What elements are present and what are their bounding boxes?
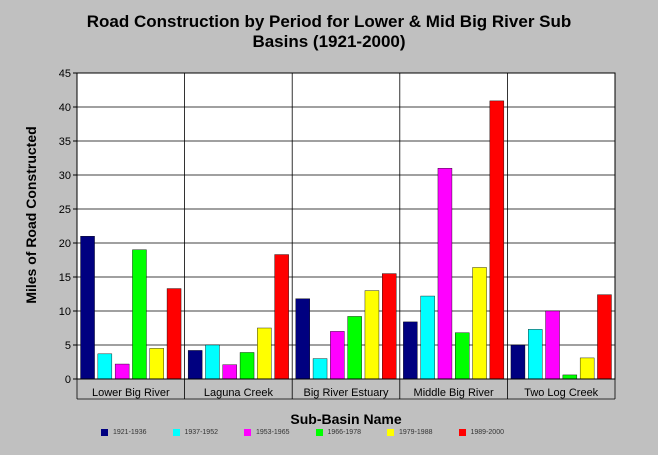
y-tick-label: 20 bbox=[59, 238, 71, 250]
bar bbox=[114, 363, 130, 380]
legend-swatch bbox=[387, 429, 394, 436]
y-tick-label: 0 bbox=[65, 374, 71, 386]
legend-swatch bbox=[458, 429, 466, 436]
x-tick-label: Big River Estuary bbox=[304, 387, 389, 399]
bar bbox=[382, 273, 397, 380]
bar bbox=[149, 348, 164, 380]
y-axis-label: Miles of Road Constructed bbox=[23, 126, 39, 304]
y-tick-label: 5 bbox=[65, 340, 71, 352]
x-tick-label: Laguna Creek bbox=[204, 387, 274, 399]
bar bbox=[312, 358, 328, 380]
chart-title-line-2: Basins (1921-2000) bbox=[252, 32, 406, 51]
y-tick-label: 25 bbox=[59, 204, 71, 216]
legend: 1921-1936 1937-1952 1953-1965 1966-1978 1979… bbox=[101, 428, 561, 440]
plot-area bbox=[77, 73, 615, 379]
y-tick-label: 35 bbox=[59, 136, 71, 148]
x-axis-label: Sub-Basin Name bbox=[290, 411, 402, 427]
legend-swatch bbox=[244, 429, 251, 436]
bar bbox=[528, 329, 543, 380]
x-tick-label: Two Log Creek bbox=[524, 387, 598, 399]
plot-frame bbox=[76, 72, 616, 380]
bar bbox=[455, 332, 470, 380]
chart-title: Road Construction by Period for Lower & … bbox=[0, 12, 658, 52]
legend-swatch bbox=[101, 429, 108, 436]
y-tick-label: 45 bbox=[59, 68, 71, 80]
legend-label: 1953-1965 bbox=[256, 429, 290, 436]
bar bbox=[472, 267, 487, 380]
bar bbox=[97, 353, 113, 380]
x-tick-label: Middle Big River bbox=[414, 387, 494, 399]
bar bbox=[579, 357, 595, 380]
bar bbox=[205, 344, 220, 380]
bar bbox=[187, 350, 203, 380]
bar bbox=[257, 327, 272, 380]
bar bbox=[166, 288, 182, 380]
legend-swatch bbox=[172, 429, 180, 436]
bar bbox=[364, 290, 380, 380]
legend-label: 1989-2000 bbox=[470, 429, 504, 436]
legend-label: 1921-1936 bbox=[113, 429, 147, 436]
bar bbox=[562, 374, 578, 380]
bar bbox=[437, 167, 453, 380]
bar bbox=[239, 352, 255, 380]
bar bbox=[597, 294, 612, 380]
y-tick-label: 30 bbox=[59, 170, 71, 182]
y-tick-label: 15 bbox=[59, 272, 71, 284]
bar bbox=[347, 316, 362, 380]
bar bbox=[420, 295, 435, 380]
legend-label: 1937-1952 bbox=[184, 429, 218, 436]
bar bbox=[295, 298, 310, 380]
bar bbox=[489, 100, 505, 380]
legend-label: 1979-1988 bbox=[399, 429, 433, 436]
y-tick-label: 40 bbox=[59, 102, 71, 114]
bar bbox=[222, 364, 237, 380]
bar bbox=[510, 344, 526, 380]
bar bbox=[132, 249, 147, 380]
bar bbox=[274, 254, 289, 380]
bar bbox=[330, 331, 345, 380]
y-tick-label: 10 bbox=[59, 306, 71, 318]
bar bbox=[403, 321, 418, 380]
bar bbox=[80, 235, 95, 380]
x-tick-label: Lower Big River bbox=[92, 387, 170, 399]
legend-swatch bbox=[315, 429, 323, 436]
bar-chart: 0 5 10 15 20 25 30 35 40 45 Lower Big River Laguna … bbox=[59, 68, 616, 400]
chart-title-line-1: Road Construction by Period for Lower & … bbox=[86, 12, 572, 31]
bar bbox=[545, 310, 560, 380]
legend-label: 1966-1978 bbox=[327, 429, 361, 436]
